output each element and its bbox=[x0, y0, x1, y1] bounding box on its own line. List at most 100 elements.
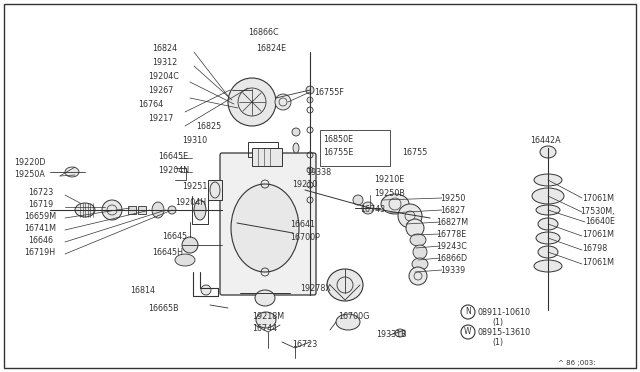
Text: N: N bbox=[465, 308, 471, 317]
Text: 16646: 16646 bbox=[28, 236, 53, 245]
Text: 19220D: 19220D bbox=[14, 158, 45, 167]
Text: 19250: 19250 bbox=[440, 194, 465, 203]
Text: 19204N: 19204N bbox=[158, 166, 189, 175]
Text: 19204C: 19204C bbox=[148, 72, 179, 81]
Ellipse shape bbox=[534, 260, 562, 272]
Text: 16741M: 16741M bbox=[24, 224, 56, 233]
Text: 16827: 16827 bbox=[440, 206, 465, 215]
Ellipse shape bbox=[381, 194, 409, 214]
Text: 16755: 16755 bbox=[402, 148, 428, 157]
Ellipse shape bbox=[292, 128, 300, 136]
Ellipse shape bbox=[406, 219, 424, 237]
Ellipse shape bbox=[538, 218, 558, 230]
FancyBboxPatch shape bbox=[220, 153, 316, 295]
Ellipse shape bbox=[152, 202, 164, 218]
Ellipse shape bbox=[168, 206, 176, 214]
Ellipse shape bbox=[255, 290, 275, 306]
Bar bbox=[248, 142, 278, 157]
Text: 16778E: 16778E bbox=[436, 230, 467, 239]
Ellipse shape bbox=[175, 254, 195, 266]
Text: 16755E: 16755E bbox=[323, 148, 353, 157]
Text: 16755F: 16755F bbox=[314, 88, 344, 97]
Ellipse shape bbox=[538, 246, 558, 258]
Text: 16645: 16645 bbox=[162, 232, 187, 241]
Text: 19250A: 19250A bbox=[14, 170, 45, 179]
Ellipse shape bbox=[409, 267, 427, 285]
Text: 16723: 16723 bbox=[292, 340, 317, 349]
Ellipse shape bbox=[362, 202, 374, 214]
Text: 17061M: 17061M bbox=[582, 230, 614, 239]
Text: 19210: 19210 bbox=[292, 180, 317, 189]
Ellipse shape bbox=[307, 97, 313, 103]
Text: 19312: 19312 bbox=[152, 58, 177, 67]
Text: 17061M: 17061M bbox=[582, 258, 614, 267]
Bar bbox=[138, 206, 146, 214]
Text: 16665B: 16665B bbox=[148, 304, 179, 313]
Text: W: W bbox=[464, 327, 472, 337]
Bar bbox=[208, 180, 222, 200]
Bar bbox=[252, 148, 282, 166]
Ellipse shape bbox=[231, 184, 299, 272]
Bar bbox=[128, 206, 136, 214]
Text: ^ 86 ;003:: ^ 86 ;003: bbox=[558, 360, 596, 366]
Ellipse shape bbox=[398, 204, 422, 228]
Ellipse shape bbox=[534, 174, 562, 186]
Text: (1): (1) bbox=[492, 338, 503, 347]
Ellipse shape bbox=[532, 188, 564, 204]
Ellipse shape bbox=[327, 269, 363, 301]
Text: 16442A: 16442A bbox=[530, 136, 561, 145]
Ellipse shape bbox=[256, 312, 276, 328]
Text: 19204H: 19204H bbox=[175, 198, 206, 207]
Ellipse shape bbox=[395, 329, 405, 337]
Text: 16719: 16719 bbox=[28, 200, 53, 209]
Text: 19278X: 19278X bbox=[300, 284, 331, 293]
Text: 16814: 16814 bbox=[130, 286, 155, 295]
Ellipse shape bbox=[540, 146, 556, 158]
Text: 16640E: 16640E bbox=[585, 217, 615, 226]
Text: (1): (1) bbox=[492, 318, 503, 327]
Text: 16866D: 16866D bbox=[436, 254, 467, 263]
Text: 16827M: 16827M bbox=[436, 218, 468, 227]
Text: 16645H: 16645H bbox=[152, 248, 183, 257]
Ellipse shape bbox=[293, 143, 299, 153]
Text: 16850E: 16850E bbox=[323, 135, 353, 144]
Ellipse shape bbox=[413, 245, 427, 259]
Text: 16824: 16824 bbox=[152, 44, 177, 53]
Text: 08915-13610: 08915-13610 bbox=[478, 328, 531, 337]
Ellipse shape bbox=[536, 205, 560, 215]
Text: 19331B: 19331B bbox=[376, 330, 406, 339]
Ellipse shape bbox=[228, 78, 276, 126]
Text: 17530M,: 17530M, bbox=[580, 207, 614, 216]
Text: 16798: 16798 bbox=[582, 244, 607, 253]
Ellipse shape bbox=[194, 200, 206, 220]
Text: 16641: 16641 bbox=[290, 220, 315, 229]
Text: 16645E: 16645E bbox=[158, 152, 188, 161]
Text: 19250B: 19250B bbox=[374, 189, 405, 198]
Text: 19243C: 19243C bbox=[436, 242, 467, 251]
Ellipse shape bbox=[201, 285, 211, 295]
Text: 16700G: 16700G bbox=[338, 312, 369, 321]
Ellipse shape bbox=[75, 203, 95, 217]
Ellipse shape bbox=[412, 258, 428, 270]
Text: 16659M: 16659M bbox=[24, 212, 56, 221]
Text: 16719H: 16719H bbox=[24, 248, 55, 257]
Text: 19338: 19338 bbox=[306, 168, 331, 177]
Text: 19218M: 19218M bbox=[252, 312, 284, 321]
Ellipse shape bbox=[353, 195, 363, 205]
Text: 19217: 19217 bbox=[148, 114, 173, 123]
Ellipse shape bbox=[410, 234, 426, 246]
Ellipse shape bbox=[536, 232, 560, 244]
Text: 16700P: 16700P bbox=[290, 233, 320, 242]
Text: 19210E: 19210E bbox=[374, 175, 404, 184]
Text: 16824E: 16824E bbox=[256, 44, 286, 53]
Ellipse shape bbox=[65, 167, 79, 177]
Text: 19251: 19251 bbox=[182, 182, 207, 191]
Ellipse shape bbox=[182, 237, 198, 253]
Ellipse shape bbox=[336, 314, 360, 330]
Bar bbox=[320, 130, 390, 166]
Text: 16723: 16723 bbox=[28, 188, 53, 197]
Text: 19310: 19310 bbox=[182, 136, 207, 145]
Text: 17061M: 17061M bbox=[582, 194, 614, 203]
Text: 16825: 16825 bbox=[196, 122, 221, 131]
Ellipse shape bbox=[306, 86, 314, 94]
